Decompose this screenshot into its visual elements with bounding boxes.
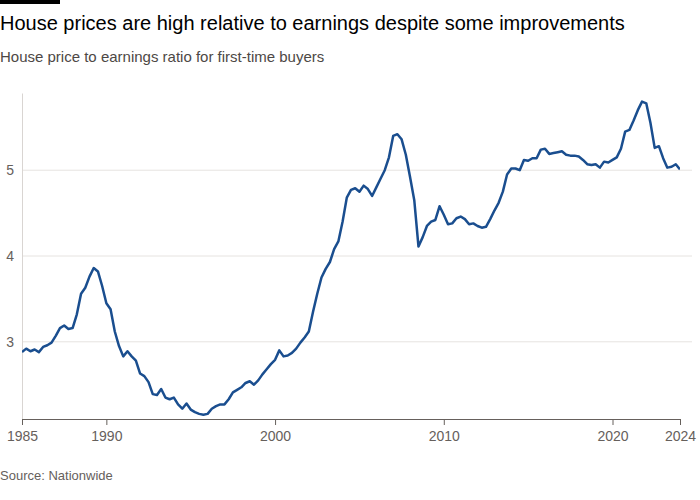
x-tick: 2020 [597,419,628,444]
y-tick-label: 3 [6,334,14,350]
x-tick: 1985 [7,419,38,444]
grid-line [22,341,692,342]
line [22,102,680,415]
x-tick: 2000 [260,419,291,444]
grid-line [22,170,692,171]
x-tick: 2024 [665,419,696,444]
x-tick-mark [275,419,276,425]
subtitle: House price to earnings ratio for first-… [0,48,324,65]
y-axis-line [22,94,23,420]
x-tick-label: 1985 [7,428,38,444]
y-tick: 4 [6,248,22,264]
y-tick: 3 [6,334,22,350]
y-tick-label: 4 [6,248,14,264]
header-bar [0,0,60,4]
x-tick-label: 1990 [91,428,122,444]
x-tick-label: 2010 [429,428,460,444]
x-axis: 1985 1990 2000 2010 2020 2024 [7,419,696,444]
x-tick: 1990 [91,419,122,444]
chart: House prices are high relative to earnin… [0,0,700,500]
x-tick-label: 2000 [260,428,291,444]
x-tick-mark [680,419,681,425]
y-axis: 3 4 5 [6,94,22,420]
grid-line [22,256,692,257]
y-tick-label: 5 [6,162,14,178]
grid [22,170,692,342]
x-tick-mark [22,419,23,425]
plot-area [22,102,680,415]
x-axis-line [23,420,681,426]
x-tick: 2010 [429,419,460,444]
x-tick-label: 2020 [597,428,628,444]
x-tick-mark [444,419,445,425]
title: House prices are high relative to earnin… [0,12,625,34]
y-tick: 5 [6,162,22,178]
x-tick-mark [106,419,107,425]
x-tick-label: 2024 [665,428,696,444]
x-tick-mark [613,419,614,425]
source: Source: Nationwide [0,468,113,483]
